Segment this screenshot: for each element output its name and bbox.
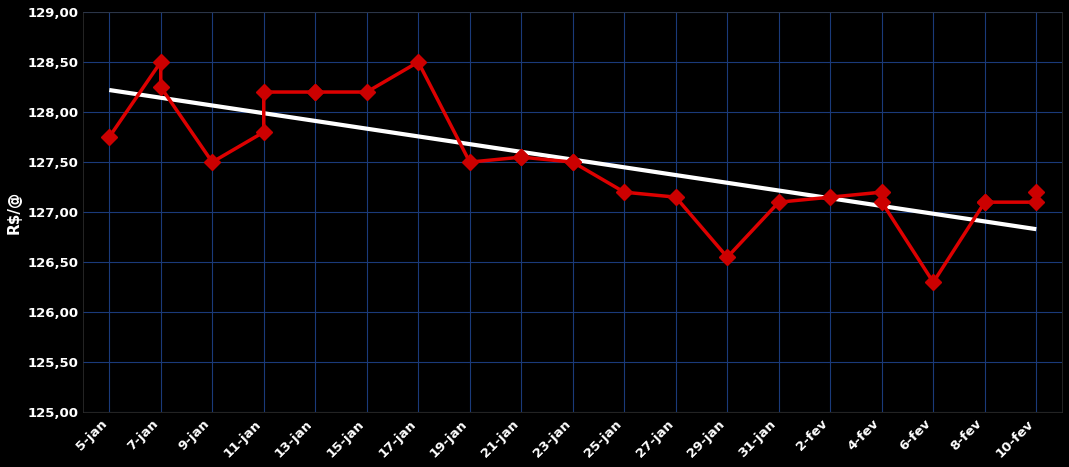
Y-axis label: R$/@: R$/@ (6, 191, 22, 234)
